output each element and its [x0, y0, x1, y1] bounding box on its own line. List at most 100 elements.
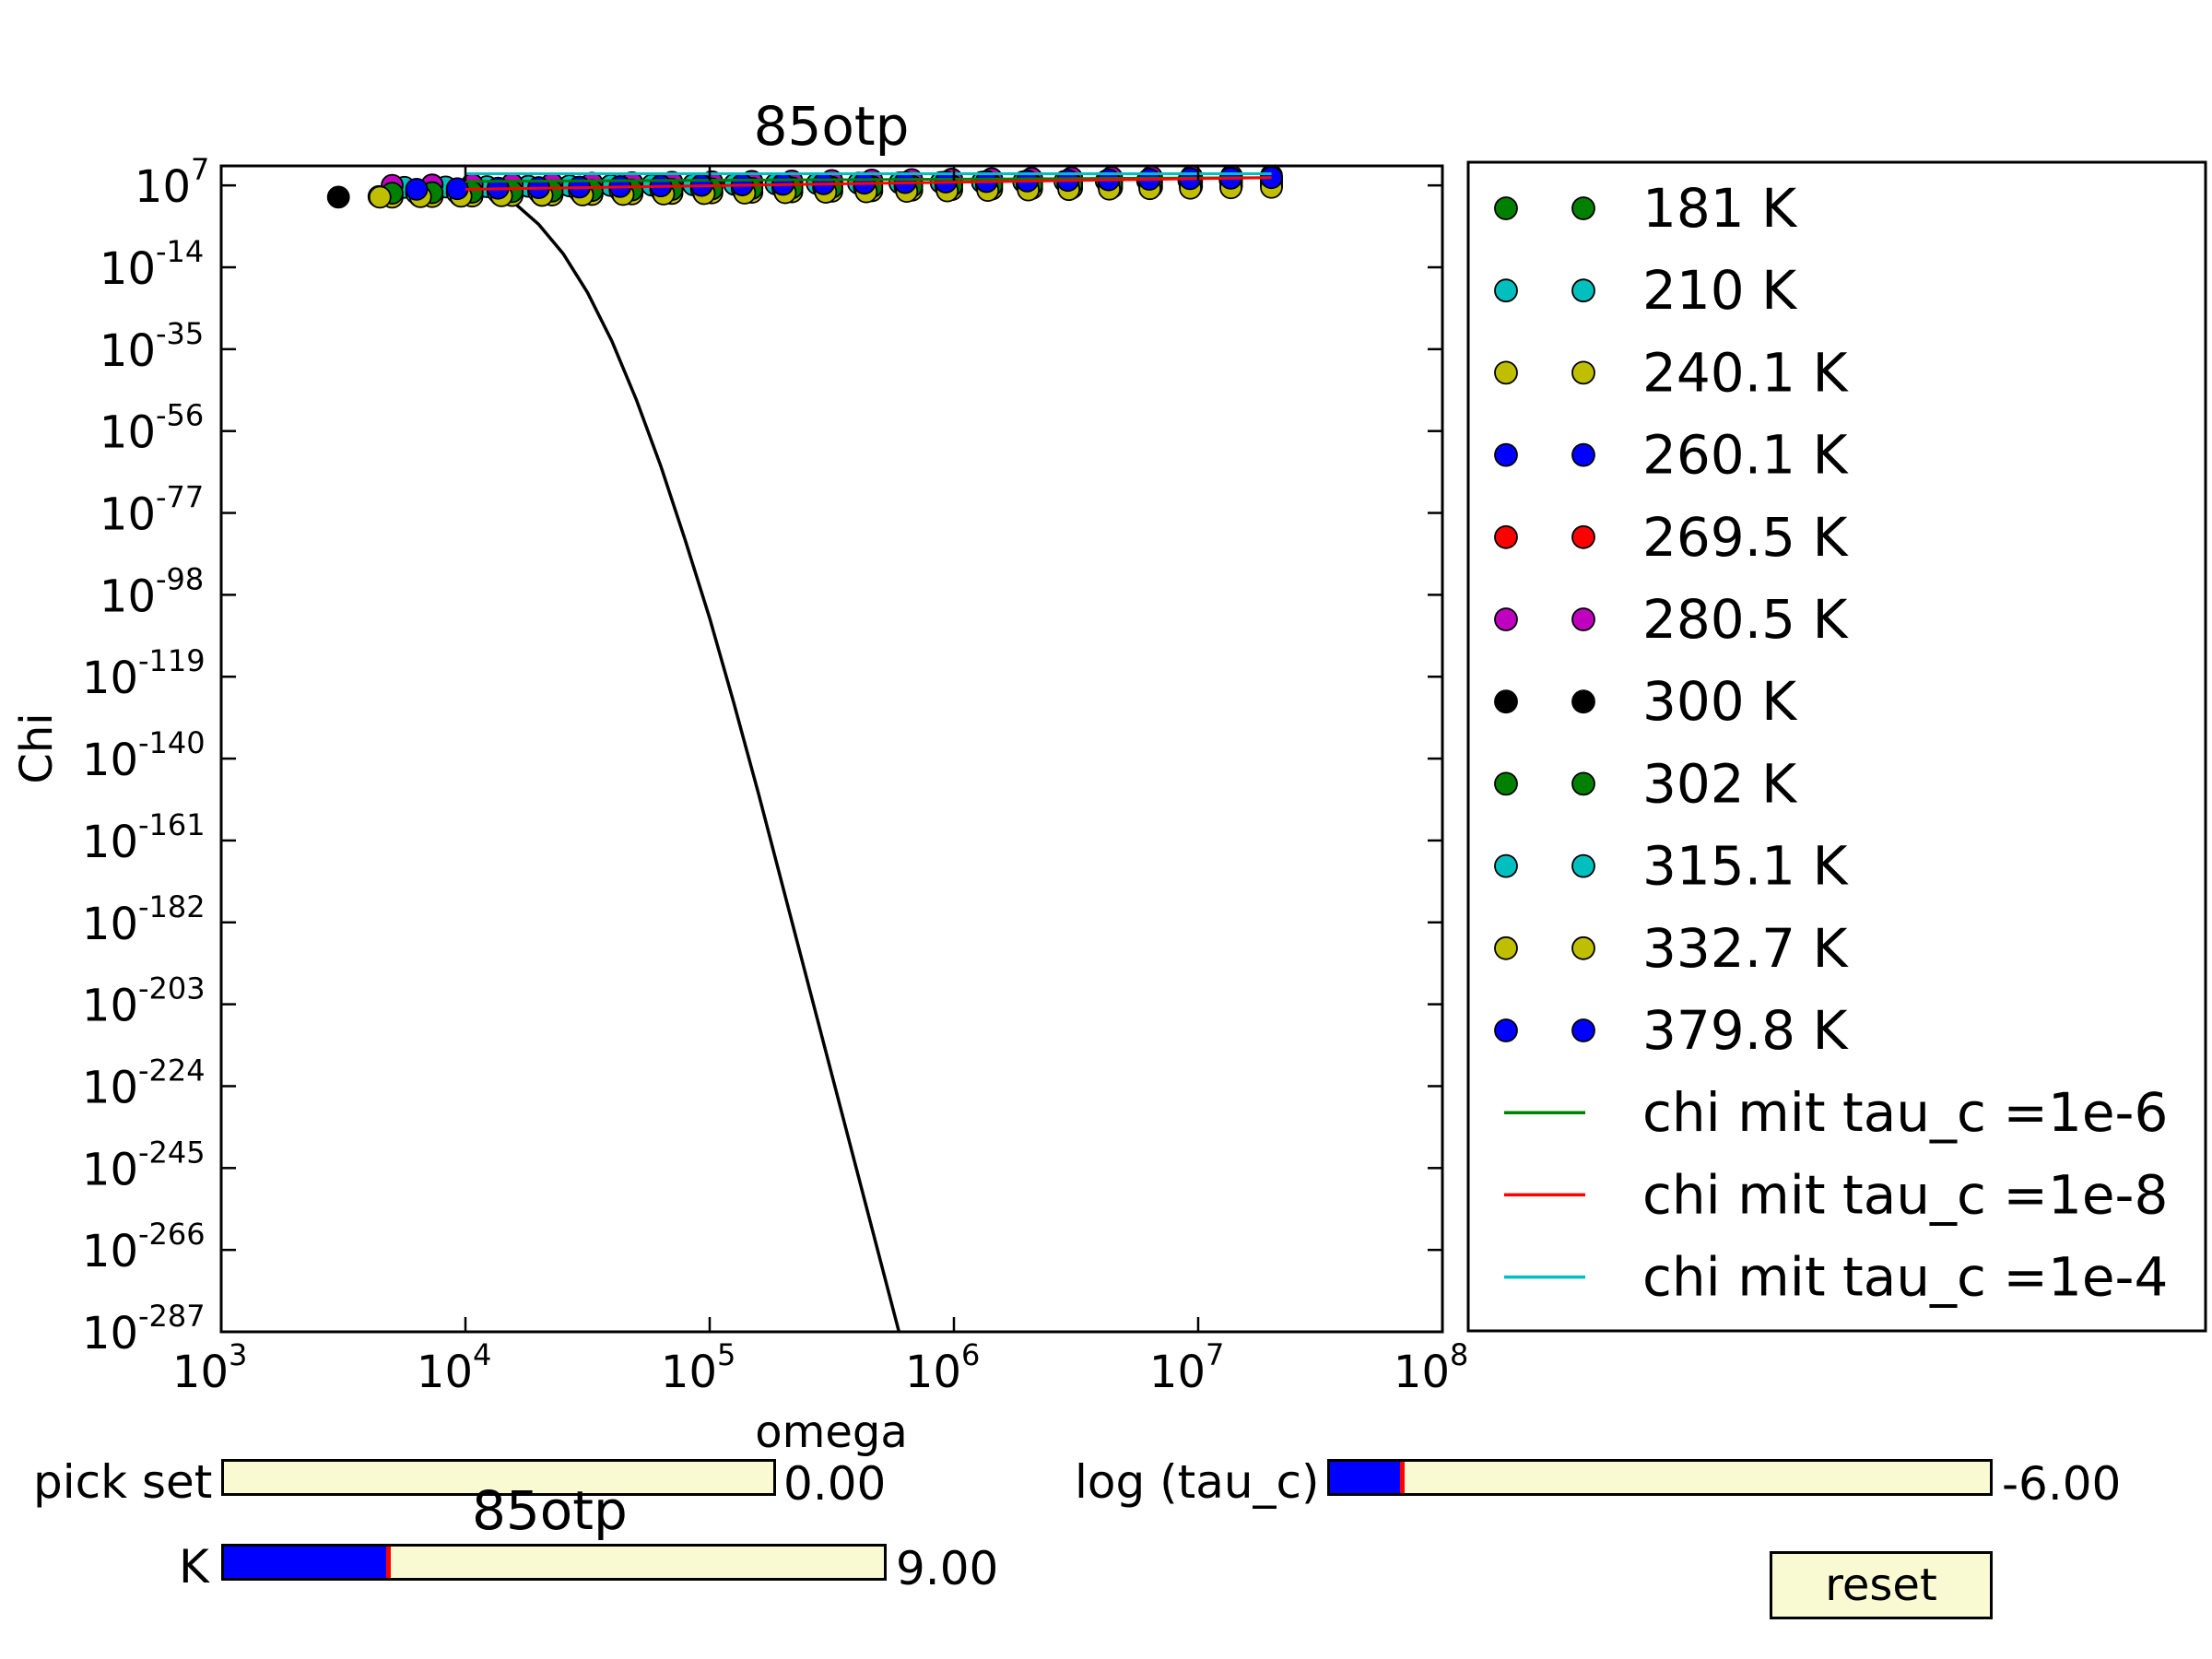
y-tick-label: 10: [82, 653, 138, 704]
legend-label: chi mit tau_c =1e-4: [1642, 1246, 2168, 1309]
legend-label: 240.1 K: [1642, 341, 1849, 404]
legend-label: chi mit tau_c =1e-6: [1642, 1081, 2168, 1144]
x-tick-label: 10: [417, 1347, 473, 1398]
legend-entry: 300 K: [1494, 670, 1798, 733]
y-tick-label: 10: [100, 407, 156, 459]
legend-entry: 379.8 K: [1494, 999, 1849, 1062]
legend-label: 269.5 K: [1642, 506, 1849, 569]
k-slider-fill: [224, 1547, 389, 1578]
k-value: 9.00: [896, 1542, 999, 1595]
y-tick-label-exponent: -56: [156, 398, 204, 433]
y-tick-label: 10: [100, 325, 156, 377]
legend-marker: [1571, 442, 1595, 467]
x-tick-label-exponent: 8: [1450, 1337, 1468, 1372]
y-tick-label-exponent: -161: [138, 807, 206, 842]
log-tau-c-slider[interactable]: [1327, 1459, 1993, 1496]
legend-entry: 332.7 K: [1494, 917, 1849, 980]
legend-marker: [1571, 689, 1595, 714]
y-tick-label-exponent: -203: [138, 971, 206, 1006]
legend-marker: [1494, 1018, 1518, 1042]
legend-label: 260.1 K: [1642, 424, 1849, 487]
y-tick-label-exponent: -140: [138, 725, 206, 760]
legend-marker: [1494, 689, 1518, 714]
legend-items: 181 K 210 K 240.1 K 260.1 K 269.5 K 280.5 K 30…: [1494, 177, 2168, 1309]
legend-marker: [1494, 935, 1518, 960]
y-tick-label: 10: [82, 899, 138, 950]
x-tick-label: 10: [172, 1347, 229, 1398]
plot-content: [326, 166, 1283, 1332]
y-tick-label-exponent: -14: [156, 234, 204, 269]
x-tick-label-exponent: 7: [1206, 1337, 1224, 1372]
legend-marker: [1571, 771, 1595, 796]
y-tick-label: 10: [82, 1144, 138, 1195]
x-tick-label: 10: [1149, 1347, 1206, 1398]
k-slider-marker: [386, 1547, 391, 1578]
legend-entry: 280.5 K: [1494, 588, 1849, 651]
legend-label: 280.5 K: [1642, 588, 1849, 651]
y-tick-label: 10: [82, 1226, 138, 1277]
log-tau-c-slider-fill: [1330, 1462, 1403, 1493]
y-tick-label-exponent: -35: [156, 316, 204, 351]
overlay-title: 85otp: [472, 1479, 628, 1542]
legend-marker: [1494, 360, 1518, 385]
legend-entry: 302 K: [1494, 752, 1798, 815]
legend-marker: [1494, 196, 1518, 220]
y-tick-label: 10: [82, 981, 138, 1032]
legend-marker: [1494, 524, 1518, 549]
pick-set-slider[interactable]: [221, 1459, 776, 1496]
legend-marker: [1494, 853, 1518, 878]
legend-entry: 181 K: [1494, 177, 1798, 240]
legend-label: 210 K: [1642, 259, 1798, 322]
y-tick-label-exponent: -98: [156, 561, 204, 596]
y-tick-label-exponent: -266: [138, 1217, 206, 1252]
legend-entry: 315.1 K: [1494, 835, 1849, 898]
y-tick-label-exponent: -77: [156, 480, 204, 515]
legend-marker: [1571, 524, 1595, 549]
reset-button[interactable]: reset: [1770, 1551, 1993, 1619]
legend-entry: chi mit tau_c =1e-8: [1504, 1163, 2168, 1226]
pick-set-label: pick set: [33, 1455, 213, 1509]
y-tick-label: 10: [82, 1062, 138, 1113]
line-chi-mit-tau-c-1e-8: [465, 176, 1272, 191]
log-tau-c-value: -6.00: [2002, 1457, 2122, 1511]
legend-entry: 210 K: [1494, 259, 1798, 322]
legend-label: 181 K: [1642, 177, 1798, 240]
x-tick-label: 10: [905, 1347, 961, 1398]
legend-entry: chi mit tau_c =1e-4: [1504, 1246, 2168, 1309]
legend-frame: [1466, 160, 2207, 1333]
y-tick-label-exponent: -224: [138, 1053, 206, 1088]
log-tau-c-slider-marker: [1399, 1462, 1405, 1493]
legend: 181 K 210 K 240.1 K 260.1 K 269.5 K 280.5 K 30…: [1466, 160, 2207, 1333]
x-tick-label: 10: [1394, 1347, 1450, 1398]
y-tick-label-exponent: -119: [138, 643, 206, 678]
y-tick-label-exponent: -287: [138, 1299, 206, 1334]
legend-marker: [1571, 935, 1595, 960]
k-slider[interactable]: [221, 1544, 887, 1581]
y-tick-label-exponent: 7: [191, 152, 209, 187]
x-tick-label-exponent: 3: [229, 1337, 247, 1372]
legend-marker: [1571, 196, 1595, 220]
legend-marker: [1494, 442, 1518, 467]
y-tick-label: 10: [82, 1308, 138, 1359]
axes-frame: [219, 164, 1444, 1334]
data-point: [405, 177, 429, 201]
x-tick-label-exponent: 6: [961, 1337, 980, 1372]
legend-marker: [1571, 360, 1595, 385]
legend-marker: [1571, 1018, 1595, 1042]
legend-label: chi mit tau_c =1e-8: [1642, 1163, 2168, 1226]
legend-marker: [1571, 278, 1595, 303]
y-tick-label: 10: [100, 571, 156, 622]
data-point: [445, 177, 469, 201]
y-tick-label: 10: [135, 161, 191, 213]
legend-label: 332.7 K: [1642, 917, 1849, 980]
legend-marker: [1571, 853, 1595, 878]
pick-set-value: 0.00: [783, 1457, 887, 1511]
legend-label: 315.1 K: [1642, 835, 1849, 898]
legend-entry: 260.1 K: [1494, 424, 1849, 487]
y-tick-label: 10: [100, 489, 156, 541]
black-curve: [465, 184, 901, 1332]
y-tick-label: 10: [82, 817, 138, 868]
legend-entry: 240.1 K: [1494, 341, 1849, 404]
legend-label: 379.8 K: [1642, 999, 1849, 1062]
